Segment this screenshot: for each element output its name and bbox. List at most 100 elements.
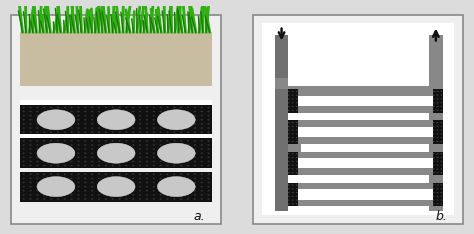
Ellipse shape <box>160 131 162 133</box>
Bar <box>288 183 298 206</box>
Ellipse shape <box>187 182 189 183</box>
Ellipse shape <box>36 190 38 191</box>
Ellipse shape <box>437 157 438 158</box>
Ellipse shape <box>440 91 442 92</box>
Ellipse shape <box>173 148 175 150</box>
Ellipse shape <box>201 111 203 112</box>
Ellipse shape <box>132 115 134 117</box>
Ellipse shape <box>98 148 100 150</box>
Ellipse shape <box>111 161 114 162</box>
Ellipse shape <box>194 161 196 162</box>
Ellipse shape <box>437 192 438 193</box>
Ellipse shape <box>91 194 93 196</box>
Ellipse shape <box>296 161 298 162</box>
Ellipse shape <box>160 194 162 196</box>
Ellipse shape <box>201 178 203 179</box>
Ellipse shape <box>288 165 290 166</box>
Ellipse shape <box>194 157 196 158</box>
Ellipse shape <box>288 106 290 107</box>
Ellipse shape <box>125 140 128 142</box>
Ellipse shape <box>77 144 80 146</box>
Bar <box>429 175 443 183</box>
Ellipse shape <box>139 107 141 108</box>
Ellipse shape <box>43 131 46 133</box>
Ellipse shape <box>98 161 100 162</box>
Ellipse shape <box>292 133 293 135</box>
Ellipse shape <box>98 140 100 142</box>
Ellipse shape <box>440 153 442 154</box>
Ellipse shape <box>36 157 38 158</box>
Ellipse shape <box>139 131 141 133</box>
Ellipse shape <box>146 161 148 162</box>
Ellipse shape <box>292 165 293 166</box>
Ellipse shape <box>173 178 175 179</box>
Ellipse shape <box>84 127 86 129</box>
Ellipse shape <box>180 165 182 166</box>
Ellipse shape <box>153 115 155 117</box>
Ellipse shape <box>296 110 298 111</box>
Ellipse shape <box>146 107 148 108</box>
Ellipse shape <box>111 152 114 154</box>
Ellipse shape <box>288 137 290 138</box>
Ellipse shape <box>296 203 298 205</box>
Ellipse shape <box>292 137 293 138</box>
Ellipse shape <box>288 122 290 123</box>
Ellipse shape <box>64 165 66 166</box>
Ellipse shape <box>160 152 162 154</box>
Ellipse shape <box>98 123 100 125</box>
Bar <box>429 113 443 120</box>
Ellipse shape <box>173 123 175 125</box>
Ellipse shape <box>132 144 134 146</box>
Ellipse shape <box>111 194 114 196</box>
Ellipse shape <box>153 173 155 175</box>
Ellipse shape <box>43 190 46 191</box>
Ellipse shape <box>71 161 73 162</box>
Ellipse shape <box>296 102 298 103</box>
Ellipse shape <box>23 173 25 175</box>
Ellipse shape <box>125 115 128 117</box>
Ellipse shape <box>139 165 141 166</box>
Ellipse shape <box>180 190 182 191</box>
Ellipse shape <box>146 198 148 200</box>
Ellipse shape <box>292 122 293 123</box>
Ellipse shape <box>132 161 134 162</box>
Ellipse shape <box>153 157 155 158</box>
Ellipse shape <box>91 157 93 158</box>
Ellipse shape <box>43 144 46 146</box>
Ellipse shape <box>292 110 293 111</box>
Ellipse shape <box>36 127 38 129</box>
Ellipse shape <box>160 127 162 129</box>
Ellipse shape <box>50 165 52 166</box>
Ellipse shape <box>296 129 298 131</box>
Ellipse shape <box>187 115 189 117</box>
Ellipse shape <box>157 177 195 197</box>
Ellipse shape <box>208 115 210 117</box>
Ellipse shape <box>433 137 435 138</box>
Ellipse shape <box>57 119 59 121</box>
Ellipse shape <box>36 140 38 142</box>
Ellipse shape <box>437 153 438 154</box>
Ellipse shape <box>132 165 134 166</box>
Ellipse shape <box>440 192 442 193</box>
Ellipse shape <box>139 127 141 129</box>
Ellipse shape <box>23 178 25 179</box>
Ellipse shape <box>139 111 141 112</box>
Ellipse shape <box>292 203 293 205</box>
Ellipse shape <box>36 111 38 112</box>
Ellipse shape <box>180 186 182 187</box>
Bar <box>291 127 439 137</box>
Ellipse shape <box>208 119 210 121</box>
Ellipse shape <box>29 119 32 121</box>
Ellipse shape <box>194 178 196 179</box>
Ellipse shape <box>288 188 290 189</box>
Ellipse shape <box>84 119 86 121</box>
Ellipse shape <box>296 165 298 166</box>
Ellipse shape <box>111 148 114 150</box>
Ellipse shape <box>125 178 128 179</box>
Bar <box>291 158 439 168</box>
Ellipse shape <box>288 98 290 100</box>
Ellipse shape <box>180 161 182 162</box>
Ellipse shape <box>146 182 148 183</box>
Ellipse shape <box>166 165 169 166</box>
Ellipse shape <box>201 115 203 117</box>
